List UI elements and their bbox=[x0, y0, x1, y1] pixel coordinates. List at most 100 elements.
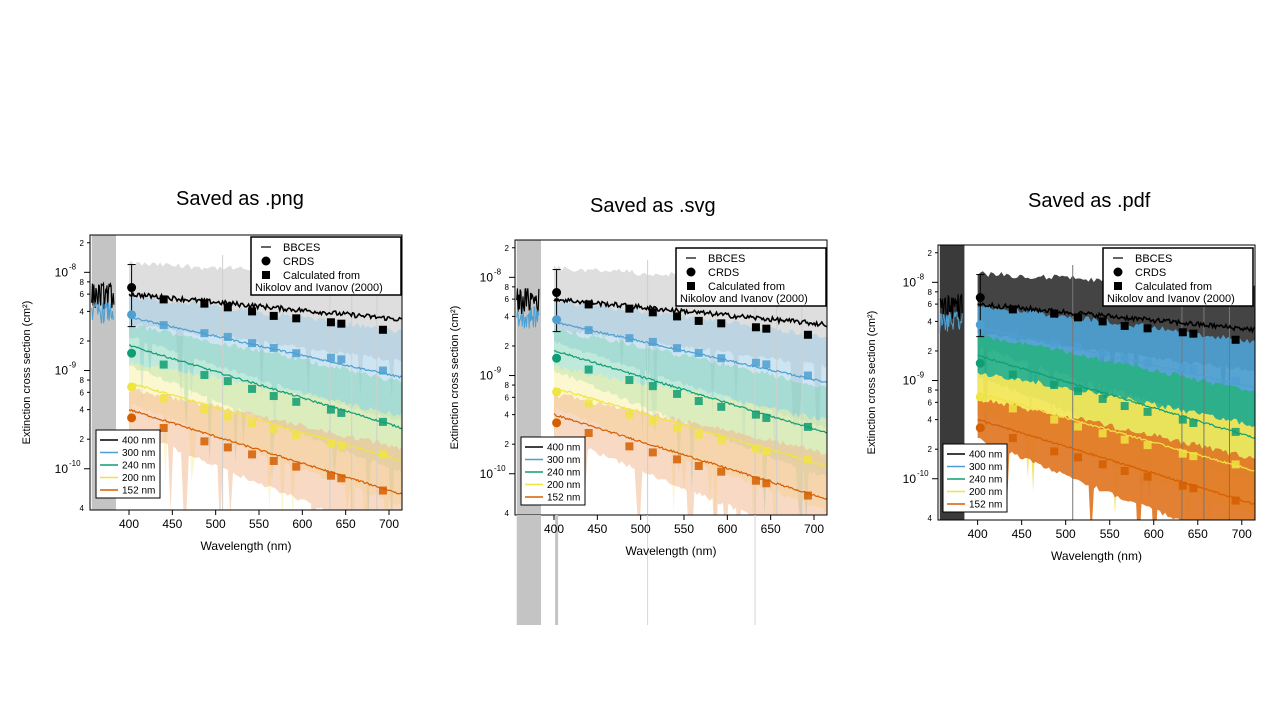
crds-point-400-nm bbox=[552, 288, 562, 298]
y-decade-label: 10 bbox=[903, 472, 917, 486]
calc-point-152-nm-1 bbox=[200, 437, 209, 446]
calc-point-200-nm-7 bbox=[762, 447, 771, 456]
calc-point-200-nm-8 bbox=[803, 455, 812, 464]
calc-point-300-nm-7 bbox=[1189, 365, 1198, 374]
calc-point-152-nm-5 bbox=[292, 462, 301, 471]
x-tick-label-600: 600 bbox=[292, 517, 312, 531]
calc-point-200-nm-4 bbox=[1120, 435, 1129, 444]
legend-label-calculated: Calculated from bbox=[1135, 281, 1212, 293]
calc-point-200-nm-2 bbox=[648, 417, 657, 426]
calc-point-240-nm-1 bbox=[625, 376, 634, 385]
legend-label-300-nm: 300 nm bbox=[122, 448, 155, 459]
calc-point-300-nm-8 bbox=[803, 371, 812, 380]
calc-point-240-nm-4 bbox=[694, 397, 703, 406]
calc-point-152-nm-3 bbox=[248, 450, 257, 459]
legend-label-152-nm: 152 nm bbox=[969, 500, 1002, 511]
x-tick-label-500: 500 bbox=[1056, 527, 1076, 541]
y-axis-label: Extinction cross section (cm²) bbox=[21, 301, 33, 445]
y-minor-label: 2 bbox=[80, 239, 85, 248]
calc-point-400-nm-6 bbox=[326, 318, 335, 327]
series-line-240-nm bbox=[553, 350, 827, 434]
x-tick-label-600: 600 bbox=[717, 522, 737, 536]
x-tick-label-650: 650 bbox=[336, 517, 356, 531]
x-tick-label-550: 550 bbox=[674, 522, 694, 536]
crds-point-240-nm bbox=[127, 348, 137, 358]
series-line-200-nm bbox=[128, 382, 402, 462]
y-minor-label: 4 bbox=[80, 307, 85, 316]
calc-point-300-nm-5 bbox=[1143, 359, 1152, 368]
calc-point-152-nm-4 bbox=[1120, 466, 1129, 475]
calc-point-152-nm-0 bbox=[159, 423, 168, 432]
calc-point-240-nm-8 bbox=[378, 417, 387, 426]
calc-point-400-nm-8 bbox=[378, 325, 387, 334]
calc-point-152-nm-8 bbox=[803, 491, 812, 500]
y-decade-label: 10 bbox=[55, 364, 69, 378]
calc-point-200-nm-5 bbox=[1143, 441, 1152, 450]
x-tick-label-650: 650 bbox=[761, 522, 781, 536]
x-tick-label-500: 500 bbox=[631, 522, 651, 536]
y-minor-label: 4 bbox=[505, 312, 510, 321]
calc-point-240-nm-5 bbox=[1143, 407, 1152, 416]
calc-point-300-nm-6 bbox=[751, 358, 760, 367]
y-minor-label: 2 bbox=[80, 337, 85, 346]
crds-point-200-nm bbox=[552, 387, 562, 397]
y-minor-label: 2 bbox=[505, 440, 510, 449]
legend-label-152-nm: 152 nm bbox=[122, 486, 155, 497]
y-minor-label: 2 bbox=[80, 435, 85, 444]
y-minor-label: 2 bbox=[928, 347, 933, 356]
x-tick-label-400: 400 bbox=[544, 522, 564, 536]
calc-point-240-nm-2 bbox=[1074, 387, 1083, 396]
x-axis-label: Wavelength (nm) bbox=[1051, 549, 1142, 563]
calc-point-300-nm-3 bbox=[1098, 349, 1107, 358]
crds-point-200-nm bbox=[127, 382, 137, 392]
legend-box bbox=[250, 236, 402, 296]
panel-title-svg: Saved as .svg bbox=[590, 195, 716, 217]
calc-point-152-nm-4 bbox=[269, 456, 278, 465]
y-minor-label: 2 bbox=[928, 249, 933, 258]
y-minor-label: 8 bbox=[505, 283, 510, 292]
calc-point-240-nm-4 bbox=[1120, 402, 1129, 411]
spike-trace-300 bbox=[939, 311, 963, 333]
legend-label-300-nm: 300 nm bbox=[969, 462, 1002, 473]
calc-point-240-nm-0 bbox=[159, 360, 168, 369]
calc-point-200-nm-8 bbox=[1231, 460, 1240, 469]
y-minor-label: 8 bbox=[505, 381, 510, 390]
legend-box bbox=[942, 443, 1008, 513]
calc-point-240-nm-8 bbox=[803, 422, 812, 431]
y-minor-label: 6 bbox=[505, 393, 510, 402]
calc-point-200-nm-3 bbox=[1098, 429, 1107, 438]
crds-point-240-nm bbox=[552, 353, 562, 363]
calc-point-400-nm-5 bbox=[292, 314, 301, 323]
series-line-300-nm bbox=[977, 326, 1255, 388]
calc-point-240-nm-2 bbox=[648, 382, 657, 391]
y-minor-label: 2 bbox=[928, 445, 933, 454]
x-tick-label-400: 400 bbox=[968, 527, 988, 541]
series-line-400-nm bbox=[553, 297, 827, 328]
legend-square-icon bbox=[262, 271, 270, 279]
calc-point-400-nm-1 bbox=[625, 304, 634, 313]
calc-point-152-nm-2 bbox=[223, 443, 232, 452]
calc-point-300-nm-1 bbox=[200, 329, 209, 338]
calc-point-300-nm-8 bbox=[378, 366, 387, 375]
calc-point-152-nm-1 bbox=[1050, 447, 1059, 456]
calc-point-400-nm-4 bbox=[269, 311, 278, 320]
y-decade-exponent: -9 bbox=[69, 361, 77, 370]
legend-label-crds: CRDS bbox=[283, 256, 314, 268]
legend-circle-icon bbox=[1113, 267, 1123, 277]
calc-point-400-nm-2 bbox=[648, 308, 657, 317]
calc-point-200-nm-0 bbox=[584, 399, 593, 408]
y-decade-label: 10 bbox=[55, 462, 69, 476]
overflow-block bbox=[516, 515, 541, 625]
y-minor-label: 4 bbox=[505, 411, 510, 420]
crds-point-152-nm bbox=[552, 418, 562, 428]
calc-point-400-nm-5 bbox=[1143, 324, 1152, 333]
y-minor-label: 8 bbox=[80, 278, 85, 287]
calc-point-200-nm-0 bbox=[1008, 404, 1017, 413]
calc-point-300-nm-1 bbox=[625, 334, 634, 343]
calc-point-400-nm-4 bbox=[694, 316, 703, 325]
calc-point-400-nm-2 bbox=[223, 303, 232, 312]
x-tick-label-700: 700 bbox=[1232, 527, 1252, 541]
calc-point-152-nm-2 bbox=[648, 448, 657, 457]
